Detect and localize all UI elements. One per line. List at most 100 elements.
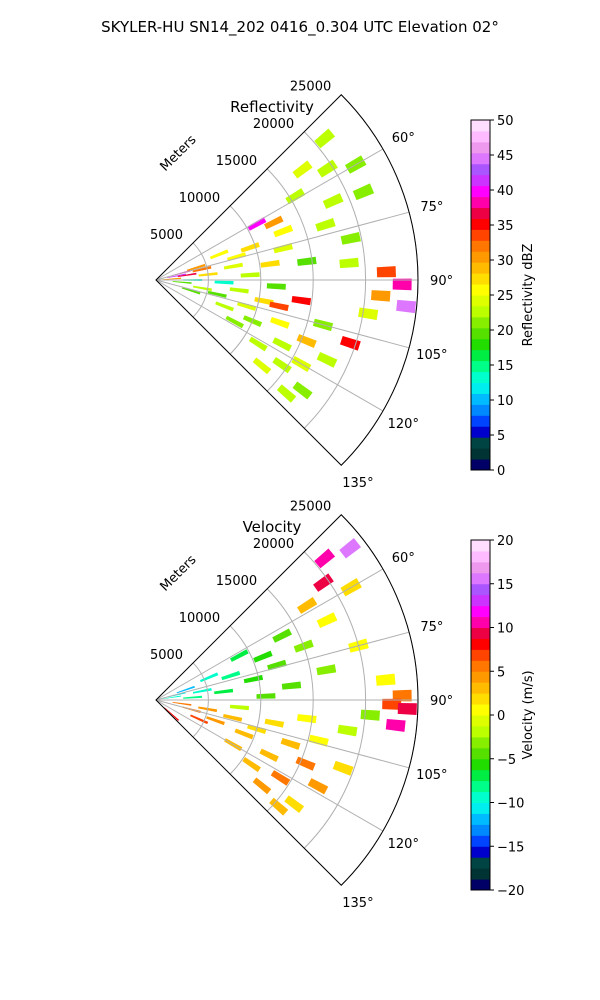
azimuth-gridline — [155, 631, 410, 701]
colorbar-swatch — [471, 152, 490, 165]
radar-gate — [385, 718, 406, 732]
colorbar-swatch — [471, 660, 490, 672]
colorbar-tick-label: 0 — [497, 464, 505, 479]
colorbar-swatch — [471, 382, 490, 394]
colorbar-swatch — [471, 747, 490, 760]
radar-gate — [181, 287, 201, 295]
radar-gate — [270, 316, 290, 329]
radar-gate — [227, 252, 247, 262]
radar-gate — [172, 281, 192, 284]
radar-gate — [264, 215, 284, 230]
radar-gate — [234, 728, 254, 740]
radial-tick-label: 10000 — [179, 191, 220, 206]
colorbar-tick-label: 40 — [497, 184, 514, 199]
colorbar-swatch — [471, 273, 490, 285]
radar-gate — [186, 263, 206, 272]
radar-gate — [167, 273, 186, 279]
radar-gate — [397, 702, 417, 716]
radar-gate — [266, 283, 286, 290]
radar-gate — [172, 701, 192, 706]
radar-gate — [314, 548, 336, 569]
colorbar-swatch — [471, 583, 490, 596]
radar-gate — [240, 272, 260, 278]
colorbar-swatch — [471, 627, 490, 639]
radar-gate — [273, 224, 294, 238]
colorbar-swatch — [471, 671, 490, 683]
azimuth-tick-label: 75° — [420, 200, 443, 215]
colorbar-swatch — [471, 459, 490, 471]
radar-gate — [273, 242, 293, 254]
radial-tick-label: 15000 — [216, 574, 257, 589]
radar-gate — [207, 290, 227, 298]
radar-gate — [315, 217, 336, 232]
colorbar-label: Velocity (m/s) — [521, 670, 536, 759]
colorbar-tick-label: 50 — [497, 114, 514, 129]
colorbar-swatch — [471, 693, 490, 705]
radial-tick-label: 25000 — [290, 80, 331, 95]
radial-tick-label: 25000 — [290, 500, 331, 515]
radar-gate — [192, 687, 212, 694]
radar-gate — [297, 714, 317, 724]
colorbar-swatch — [471, 349, 490, 362]
colorbar-swatch — [471, 130, 490, 143]
colorbar-swatch — [471, 305, 490, 318]
colorbar-swatch — [471, 185, 490, 198]
colorbar-swatch — [471, 704, 490, 716]
colorbar-swatch — [471, 393, 490, 405]
radar-gate — [267, 659, 287, 671]
radar-gate — [280, 737, 301, 750]
radar-gate — [307, 778, 329, 795]
radial-tick-label: 5000 — [150, 228, 183, 243]
colorbar-swatch — [471, 174, 490, 187]
radar-gate — [252, 777, 272, 795]
azimuth-gridline — [155, 279, 410, 349]
radar-gate — [209, 249, 229, 260]
radar-gate — [177, 272, 197, 278]
radar-gate — [339, 257, 359, 269]
radar-gate — [313, 573, 334, 592]
radar-gate — [340, 232, 361, 245]
colorbar-swatch — [471, 561, 490, 574]
colorbar-swatch — [471, 824, 490, 836]
radar-gate — [190, 714, 209, 725]
radial-tick-label: 20000 — [253, 117, 294, 132]
colorbar-swatch — [471, 437, 490, 449]
radar-gate — [352, 183, 375, 201]
azimuth-tick-label: 120° — [388, 417, 419, 432]
colorbar-swatch — [471, 813, 490, 825]
radar-gate — [295, 756, 316, 771]
radar-gate — [183, 695, 203, 699]
colorbar-tick-label: 10 — [497, 394, 514, 409]
radar-gate — [176, 685, 195, 694]
colorbar-swatch — [471, 415, 490, 427]
radar-gate — [237, 301, 257, 311]
colorbar-swatch — [471, 572, 490, 585]
radar-gate — [242, 757, 261, 773]
colorbar-swatch — [471, 868, 490, 880]
colorbar-tick-label: 15 — [497, 359, 514, 374]
colorbar-swatch — [471, 725, 490, 738]
sector-outline — [155, 94, 419, 466]
azimuth-gridline — [155, 279, 384, 412]
colorbar-tick-label: 20 — [497, 534, 514, 549]
radar-gate — [269, 797, 289, 816]
radar-gate — [317, 159, 338, 178]
colorbar-swatch — [471, 262, 490, 274]
colorbar-swatch — [471, 295, 490, 307]
radial-axis-label: Meters — [158, 132, 200, 174]
radar-gate — [162, 695, 181, 700]
radar-gate — [253, 650, 273, 663]
radar-gate — [296, 334, 317, 348]
azimuth-tick-label: 135° — [342, 896, 373, 911]
radar-gate — [281, 681, 302, 690]
colorbar-swatch — [471, 649, 490, 661]
radar-gate — [215, 301, 234, 312]
radar-gate — [247, 217, 267, 231]
colorbar-swatch — [471, 218, 490, 230]
colorbar-tick-label: −5 — [497, 753, 516, 768]
radar-gate — [162, 277, 182, 280]
azimuth-tick-label: 75° — [420, 620, 443, 635]
colorbar-swatch — [471, 802, 490, 814]
radar-gate — [229, 704, 250, 711]
colorbar-tick-label: 35 — [497, 219, 514, 234]
